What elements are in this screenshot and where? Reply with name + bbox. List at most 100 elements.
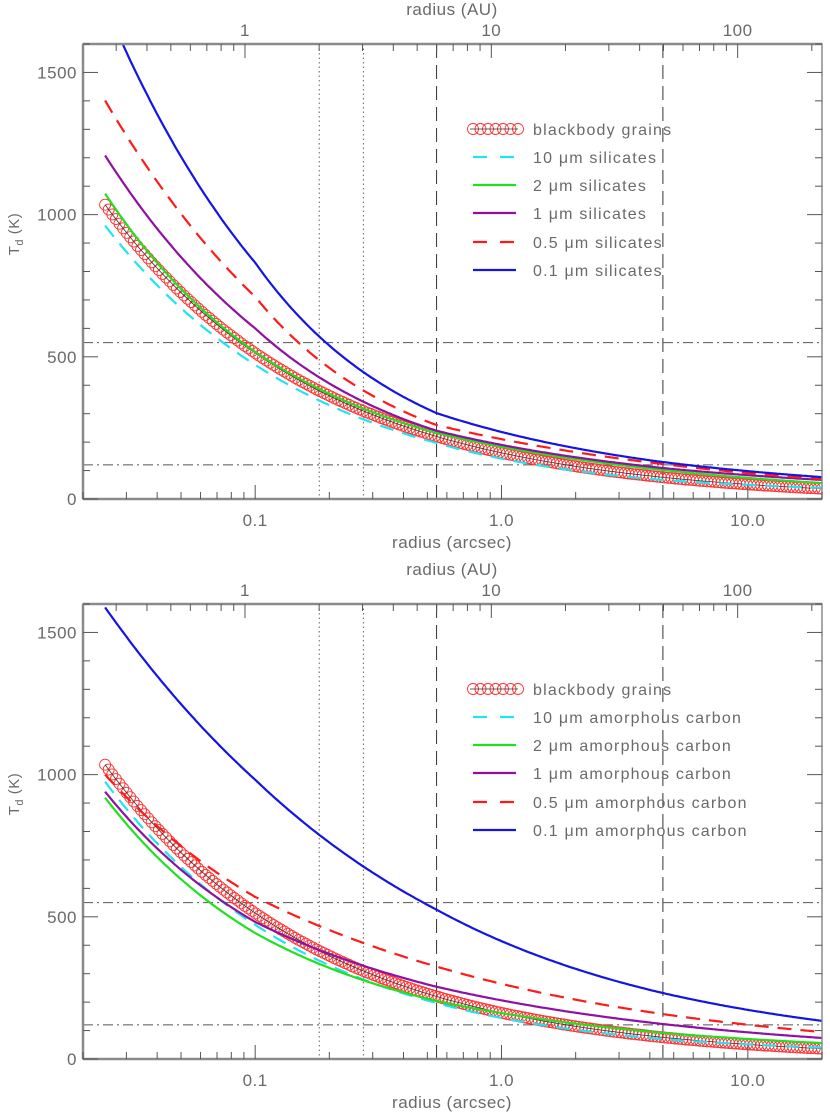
blackbody-point bbox=[145, 816, 158, 829]
blackbody-point bbox=[285, 369, 298, 382]
blackbody-point bbox=[181, 852, 194, 865]
series-line bbox=[104, 154, 822, 481]
blackbody-point bbox=[210, 317, 223, 330]
blackbody-point bbox=[135, 804, 147, 817]
y-axis-title-main: T bbox=[6, 246, 23, 256]
x-top-tick-label: 1 bbox=[240, 21, 250, 40]
blackbody-point bbox=[206, 874, 219, 887]
reference-lines bbox=[83, 44, 822, 499]
blackbody-point bbox=[174, 286, 187, 298]
x-top-axis-title: radius (AU) bbox=[406, 560, 497, 579]
blackbody-point bbox=[178, 849, 190, 862]
x-top-axis-title: radius (AU) bbox=[406, 0, 497, 19]
legend-label: 1 μm amorphous carbon bbox=[533, 766, 732, 783]
blackbody-point bbox=[178, 289, 190, 302]
legend-item: 2 μm silicates bbox=[473, 178, 646, 195]
legend-item: 1 μm amorphous carbon bbox=[473, 766, 732, 783]
legend: blackbody grains 10 μm silicates 2 μm sili… bbox=[467, 122, 671, 280]
legend-label: blackbody grains bbox=[533, 682, 672, 699]
x-top-tick-label: 100 bbox=[723, 581, 753, 600]
y-tick-label: 1500 bbox=[37, 623, 77, 642]
y-axis-title-main: T bbox=[6, 806, 23, 816]
x-tick-label: 0.1 bbox=[243, 1071, 268, 1090]
legend-item: 10 μm silicates bbox=[473, 150, 656, 167]
legend-label: 0.5 μm amorphous carbon bbox=[533, 795, 748, 812]
blackbody-point bbox=[138, 808, 151, 821]
series-2 bbox=[104, 192, 822, 485]
legend-item: 0.1 μm silicates bbox=[473, 263, 663, 280]
x-tick-label: 0.1 bbox=[243, 511, 268, 530]
series-3 bbox=[104, 791, 822, 1040]
blackbody-point bbox=[199, 308, 212, 321]
blackbody-point bbox=[281, 367, 294, 380]
y-tick-label: 500 bbox=[47, 348, 77, 367]
legend-item: blackbody grains bbox=[467, 122, 671, 139]
legend-item: 0.5 μm silicates bbox=[473, 235, 662, 252]
blackbody-point bbox=[188, 299, 201, 312]
blackbody-point bbox=[292, 373, 305, 386]
blackbody-point bbox=[192, 862, 205, 875]
blackbody-point bbox=[185, 296, 198, 309]
blackbody-point bbox=[271, 361, 284, 374]
legend-item: 2 μm amorphous carbon bbox=[473, 738, 731, 755]
series-4 bbox=[104, 773, 822, 1034]
blackbody-point bbox=[127, 795, 140, 808]
blackbody-point bbox=[181, 292, 194, 305]
y-axis-title: Td (K) bbox=[6, 773, 26, 815]
curves bbox=[99, 606, 822, 1055]
legend-label: 1 μm silicates bbox=[533, 206, 647, 223]
curves bbox=[99, 44, 822, 495]
x-axis-title: radius (arcsec) bbox=[392, 533, 512, 552]
series-1 bbox=[104, 781, 822, 1049]
legend-label: 0.1 μm amorphous carbon bbox=[533, 823, 748, 840]
blackbody-point bbox=[264, 356, 276, 369]
series-line bbox=[104, 100, 822, 481]
series-line bbox=[104, 192, 822, 485]
blackbody-point bbox=[152, 824, 165, 837]
legend-item: 0.5 μm amorphous carbon bbox=[473, 795, 748, 812]
blackbody-point bbox=[253, 349, 266, 362]
blackbody-point bbox=[289, 371, 302, 384]
y-tick-label: 1000 bbox=[37, 766, 77, 785]
blackbody-point bbox=[131, 799, 144, 812]
blackbody-point bbox=[278, 925, 291, 938]
series-line bbox=[104, 606, 822, 1022]
legend-item: 1 μm silicates bbox=[473, 206, 647, 223]
x-top-tick-label: 10 bbox=[481, 581, 501, 600]
y-axis-title: Td (K) bbox=[6, 213, 26, 255]
blackbody-point bbox=[299, 937, 312, 950]
legend-label: 10 μm amorphous carbon bbox=[533, 710, 742, 727]
y-tick-label: 500 bbox=[47, 908, 77, 927]
y-tick-label: 0 bbox=[67, 1050, 77, 1069]
blackbody-point bbox=[253, 909, 266, 922]
series-0 bbox=[99, 198, 822, 495]
y-axis-title-subscript: d bbox=[14, 799, 26, 806]
series-line bbox=[104, 225, 822, 489]
blackbody-point bbox=[256, 352, 269, 365]
blackbody-point bbox=[203, 871, 216, 884]
x-tick-label: 1.0 bbox=[489, 1071, 514, 1090]
series-line bbox=[104, 791, 822, 1040]
blackbody-point bbox=[267, 359, 280, 372]
series-5 bbox=[121, 44, 822, 479]
blackbody-point bbox=[199, 868, 212, 881]
x-tick-label: 10.0 bbox=[730, 511, 765, 530]
blackbody-point bbox=[260, 354, 273, 367]
legend: blackbody grains 10 μm amorphous carbon 2 … bbox=[467, 682, 748, 840]
blackbody-point bbox=[195, 305, 208, 318]
legend-label: 0.1 μm silicates bbox=[533, 263, 663, 280]
blackbody-line bbox=[104, 204, 822, 490]
x-top-tick-label: 10 bbox=[481, 21, 501, 40]
x-tick-label: 1.0 bbox=[489, 511, 514, 530]
x-axis-title: radius (arcsec) bbox=[392, 1093, 512, 1112]
legend-item: 10 μm amorphous carbon bbox=[473, 710, 742, 727]
series-line bbox=[104, 797, 822, 1045]
blackbody-point bbox=[185, 856, 198, 869]
legend-item: blackbody grains bbox=[467, 682, 672, 699]
blackbody-point bbox=[260, 914, 273, 927]
series-line bbox=[104, 781, 822, 1049]
